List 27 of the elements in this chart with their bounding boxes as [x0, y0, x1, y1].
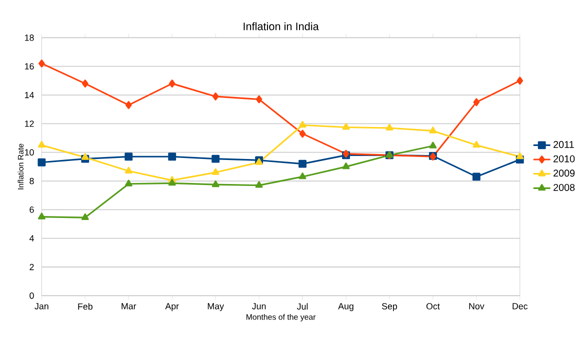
y-tick-label: 16: [25, 63, 34, 70]
x-tick-label: Nov: [469, 302, 484, 310]
y-tick-label: 14: [25, 92, 34, 98]
legend-label: 2010: [554, 155, 575, 162]
x-tick-label: Jun: [252, 302, 266, 310]
chart-title: Inflation in India: [244, 22, 319, 30]
x-tick-label: Mar: [122, 302, 136, 310]
x-tick-label: Jan: [34, 302, 48, 310]
legend-label: 2011: [554, 140, 574, 148]
x-tick-label: Aug: [338, 302, 354, 311]
y-tick-label: 2: [30, 264, 34, 270]
y-tick-label: 12: [25, 120, 34, 127]
y-tick-label: 6: [30, 206, 34, 213]
y-tick-label: 18: [25, 34, 34, 41]
x-tick-label: Dec: [512, 302, 528, 310]
x-tick-label: Apr: [165, 302, 179, 311]
y-tick-label: 0: [30, 292, 34, 299]
x-tick-label: May: [208, 302, 224, 311]
legend-label: 2009: [554, 170, 575, 176]
x-tick-label: Oct: [426, 302, 440, 310]
x-tick-label: Sep: [382, 302, 398, 312]
legend-label: 2008: [554, 184, 575, 191]
y-tick-label: 8: [30, 178, 34, 184]
y-tick-label: 10: [25, 149, 34, 156]
x-tick-label: Feb: [78, 302, 92, 310]
x-tick-label: Jul: [296, 302, 308, 310]
y-tick-label: 4: [29, 235, 34, 242]
